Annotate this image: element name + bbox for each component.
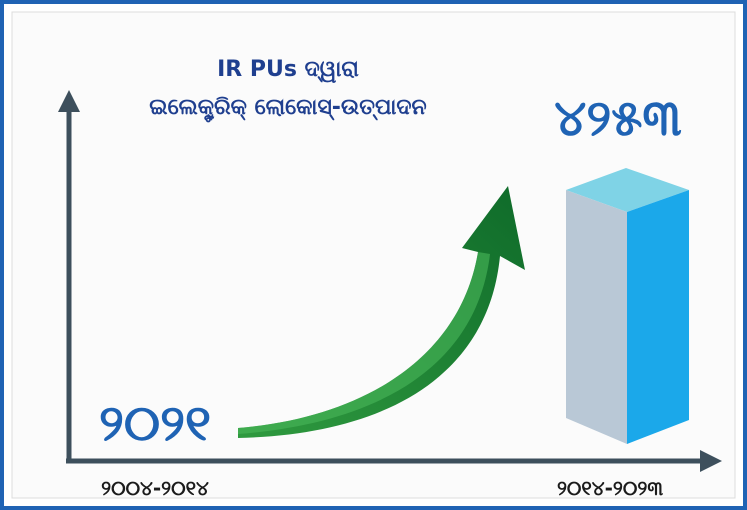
title-line: IR PUs ଦ୍ୱାରା	[217, 57, 359, 83]
bar-side	[566, 190, 627, 444]
title-line: ଇଲେକ୍ଟ୍ରିକ୍ ଲୋକୋସ୍-ଉତ୍ପାଦନ	[149, 95, 426, 123]
bar-front	[627, 190, 689, 444]
infographic: IR PUs ଦ୍ୱାରା ଇଲେକ୍ଟ୍ରିକ୍ ଲୋକୋସ୍-ଉତ୍ପାଦନ…	[0, 0, 747, 510]
period-label: ୨୦୦୪-୨୦୧୪	[101, 476, 209, 500]
value-after: ୪୨୫୩	[554, 89, 681, 147]
value-before: ୨୦୨୧	[99, 394, 211, 452]
period-label: ୨୦୧୪-୨୦୨୩	[557, 476, 663, 500]
